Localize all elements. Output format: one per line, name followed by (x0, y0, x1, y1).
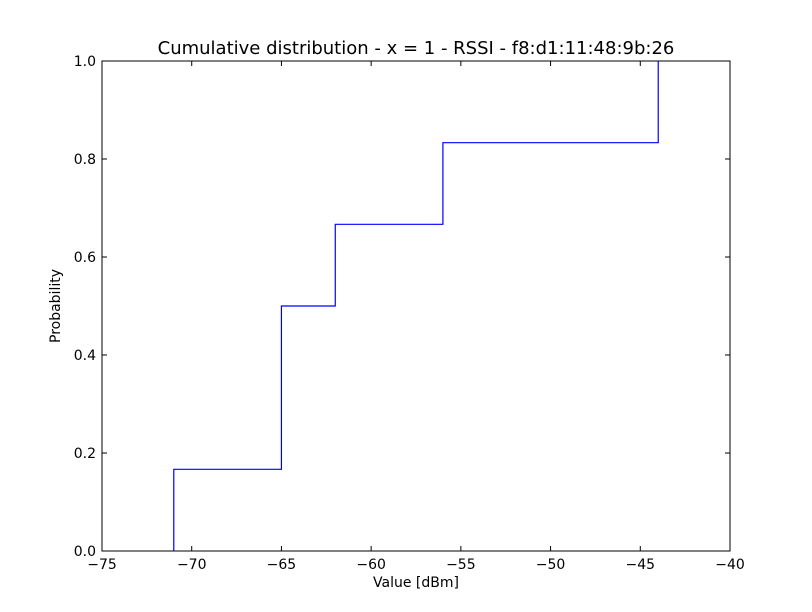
y-tick-label-1: 0.2 (74, 446, 96, 462)
x-axis-label: Value [dBm] (373, 575, 459, 591)
x-axis-ticks: −75 −70 −65 −60 −55 −50 −45 −40 (87, 61, 745, 573)
x-tick-label-1: −70 (177, 557, 207, 573)
y-tick-label-5: 1.0 (74, 54, 96, 70)
x-tick-label-4: −55 (446, 557, 476, 573)
y-axis-ticks: 0.0 0.2 0.4 0.6 0.8 1.0 (74, 54, 730, 560)
y-tick-label-4: 0.8 (74, 152, 96, 168)
series-layer (173, 61, 659, 551)
plot-frame (101, 60, 731, 552)
cdf-series-line-0 (173, 61, 659, 551)
chart-title: Cumulative distribution - x = 1 - RSSI -… (158, 38, 675, 59)
plot-area: −75 −70 −65 −60 −55 −50 −45 −40 0.0 0.2 0.4 0.6 0.8… (74, 54, 745, 573)
x-tick-label-6: −45 (626, 557, 656, 573)
x-tick-label-3: −60 (356, 557, 386, 573)
x-tick-label-5: −50 (536, 557, 566, 573)
y-tick-label-2: 0.4 (74, 348, 96, 364)
x-tick-label-0: −75 (87, 557, 117, 573)
x-tick-label-2: −65 (267, 557, 297, 573)
x-tick-label-7: −40 (715, 557, 745, 573)
y-axis-label: Probability (48, 269, 64, 343)
y-tick-label-0: 0.0 (74, 544, 96, 560)
y-tick-label-3: 0.6 (74, 250, 96, 266)
